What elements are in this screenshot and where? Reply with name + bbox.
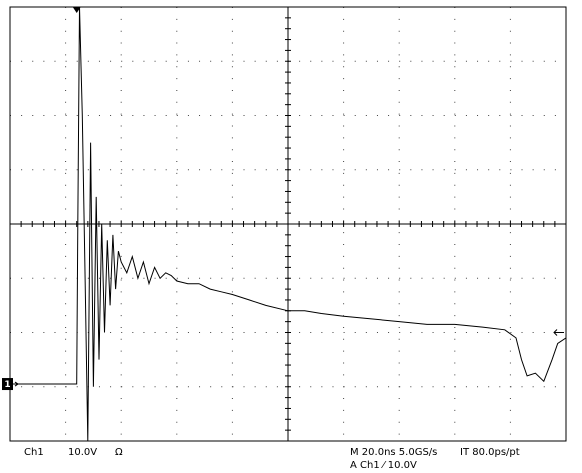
channel-marker-box	[2, 378, 13, 391]
channel-marker-label: 1	[4, 380, 10, 390]
coupling: Ω	[115, 447, 123, 458]
channel-marker-arrow	[13, 381, 19, 387]
timebase: M 20.0ns 5.0GS/s	[350, 447, 437, 458]
interval: IT 80.0ps/pt	[460, 447, 520, 458]
waveform	[10, 7, 566, 441]
trigger-position-marker	[72, 7, 81, 13]
trigger-level-marker	[553, 329, 564, 336]
scale: 10.0V	[68, 447, 97, 458]
trace-clip	[10, 7, 566, 441]
trigger-info: A Ch1 ⁄ 10.0V	[350, 460, 417, 471]
channel: Ch1	[24, 447, 44, 458]
